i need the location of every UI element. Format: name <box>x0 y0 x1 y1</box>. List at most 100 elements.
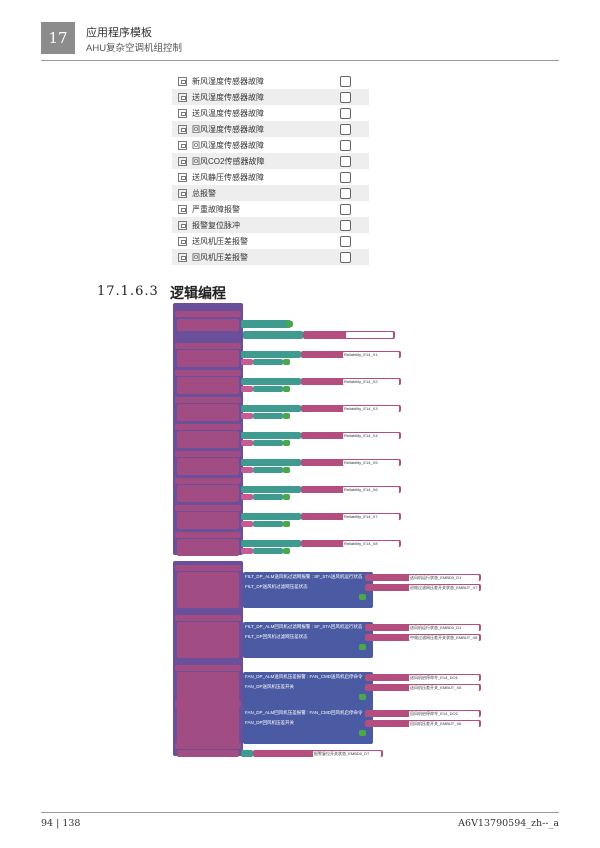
alarm-label: 回风湿度传感器故障 <box>192 124 264 134</box>
logic-expression: FAN_DP_ALM送风机压差报警 : FAN_CMD送风机启停命令 <box>245 674 363 679</box>
logic-block-header <box>175 665 241 671</box>
logic-block <box>243 331 303 339</box>
logic-field[interactable]: 送风机运行状态_EMBD0_D1 <box>409 575 479 581</box>
logic-block <box>177 458 239 475</box>
datapoint-icon <box>178 76 187 86</box>
logic-expression: FAN_DP送风机压差开关 <box>245 684 295 689</box>
logic-value-block <box>283 548 290 554</box>
logic-value-block <box>286 321 293 327</box>
reliability-field[interactable]: Reliability_E14_X3 <box>343 406 399 412</box>
alarm-checkbox[interactable] <box>340 187 351 199</box>
reliability-field[interactable]: Reliability_E14_X2 <box>343 379 399 385</box>
alarm-label: 回风湿度传感器故障 <box>192 140 264 150</box>
page-number: 94 | 138 <box>41 818 81 829</box>
logic-block-header <box>175 311 241 317</box>
logic-value-block <box>359 694 366 700</box>
alarm-checkbox[interactable] <box>340 219 351 231</box>
logic-block <box>241 413 253 419</box>
logic-block <box>241 359 253 365</box>
alarm-row: 报警复位脉冲 <box>172 217 369 233</box>
logic-block <box>177 672 239 714</box>
datapoint-icon <box>178 188 187 198</box>
logic-value-block <box>359 644 366 650</box>
reliability-field[interactable]: Reliability_E14_X6 <box>343 487 399 493</box>
logic-block <box>177 485 239 502</box>
logic-field[interactable]: 报警复位开关状态_EMBD0_D7 <box>313 751 381 757</box>
logic-block <box>241 351 301 358</box>
alarm-checkbox[interactable] <box>340 203 351 215</box>
logic-block <box>253 440 283 446</box>
alarm-label: 送风静压传感器故障 <box>192 172 264 182</box>
logic-block-header <box>175 505 241 511</box>
alarm-label: 新风湿度传感器故障 <box>192 76 264 86</box>
logic-block <box>253 521 283 527</box>
logic-block-header <box>175 478 241 484</box>
logic-block <box>253 494 283 500</box>
logic-block-header <box>175 701 241 707</box>
logic-block <box>241 467 253 473</box>
logic-block-header <box>175 424 241 430</box>
reliability-field[interactable]: Reliability_E14_X7 <box>343 514 399 520</box>
datapoint-icon <box>178 92 187 102</box>
logic-field[interactable]: 送风机启停命令_E14_DO1 <box>409 675 479 681</box>
logic-block-header <box>175 743 241 749</box>
logic-value-block <box>283 467 290 473</box>
logic-block <box>241 750 253 757</box>
logic-value-block <box>283 521 290 527</box>
logic-block <box>177 512 239 529</box>
logic-block <box>241 494 253 500</box>
logic-field[interactable]: 回风机压差开关_EMBUT_X6 <box>409 721 479 727</box>
reliability-field[interactable]: Reliability_E14_X1 <box>343 352 399 358</box>
logic-field[interactable] <box>346 332 393 338</box>
logic-field[interactable]: 回风机启停命令_E14_DO2 <box>409 711 479 717</box>
logic-field[interactable]: 送风机运行状态_EMBD0_D1 <box>409 625 479 631</box>
alarm-checkbox[interactable] <box>340 123 351 135</box>
logic-field[interactable]: 初效过滤网压差开关状态_EMBUT_X7 <box>409 585 479 591</box>
alarm-checkbox[interactable] <box>340 171 351 183</box>
datapoint-icon <box>178 236 187 246</box>
logic-block <box>253 467 283 473</box>
logic-block <box>253 413 283 419</box>
logic-block <box>177 539 239 556</box>
chapter-subtitle: AHU复杂空调机组控制 <box>86 43 183 54</box>
logic-expression: FILT_DP送风机过滤网压差状态 <box>245 584 308 589</box>
alarm-row: 送风温度传感器故障 <box>172 105 369 121</box>
logic-block-header <box>175 615 241 621</box>
reliability-field[interactable]: Reliability_E14_X4 <box>343 433 399 439</box>
logic-block <box>241 440 253 446</box>
header-divider <box>41 60 559 61</box>
logic-block <box>241 432 301 439</box>
alarm-row: 送风湿度传感器故障 <box>172 89 369 105</box>
alarm-checkbox[interactable] <box>340 139 351 151</box>
logic-block <box>241 521 253 527</box>
alarm-row: 新风湿度传感器故障 <box>172 73 369 89</box>
logic-block <box>243 708 373 744</box>
logic-block <box>253 359 283 365</box>
alarm-label: 送风机压差报警 <box>192 236 248 246</box>
logic-block <box>241 513 301 520</box>
logic-block <box>177 377 239 394</box>
chapter-number: 17 <box>41 22 75 54</box>
datapoint-icon <box>178 172 187 182</box>
logic-block <box>241 405 301 412</box>
alarm-checkbox[interactable] <box>340 75 351 87</box>
logic-block <box>177 750 239 757</box>
logic-value-block <box>359 730 366 736</box>
footer-divider <box>41 812 559 813</box>
logic-value-block <box>283 440 290 446</box>
logic-block-header <box>175 532 241 538</box>
alarm-checkbox[interactable] <box>340 91 351 103</box>
logic-field[interactable]: 中效过滤网压差开关状态_EMBUT_X8 <box>409 635 479 641</box>
alarm-checkbox[interactable] <box>340 107 351 119</box>
logic-expression: FAN_DP_ALM回风机压差报警 : FAN_CMD回风机启停命令 <box>245 710 363 715</box>
alarm-checkbox[interactable] <box>340 251 351 263</box>
reliability-field[interactable]: Reliability_E14_X8 <box>343 541 399 547</box>
logic-block <box>177 431 239 448</box>
alarm-checkbox[interactable] <box>340 155 351 167</box>
alarm-row: 回风湿度传感器故障 <box>172 121 369 137</box>
logic-field[interactable]: 送风机压差开关_EMBUT_X5 <box>409 685 479 691</box>
alarm-checkbox[interactable] <box>340 235 351 247</box>
alarm-row: 回风机压差报警 <box>172 249 369 265</box>
reliability-field[interactable]: Reliability_E14_X5 <box>343 460 399 466</box>
logic-block <box>177 350 239 367</box>
